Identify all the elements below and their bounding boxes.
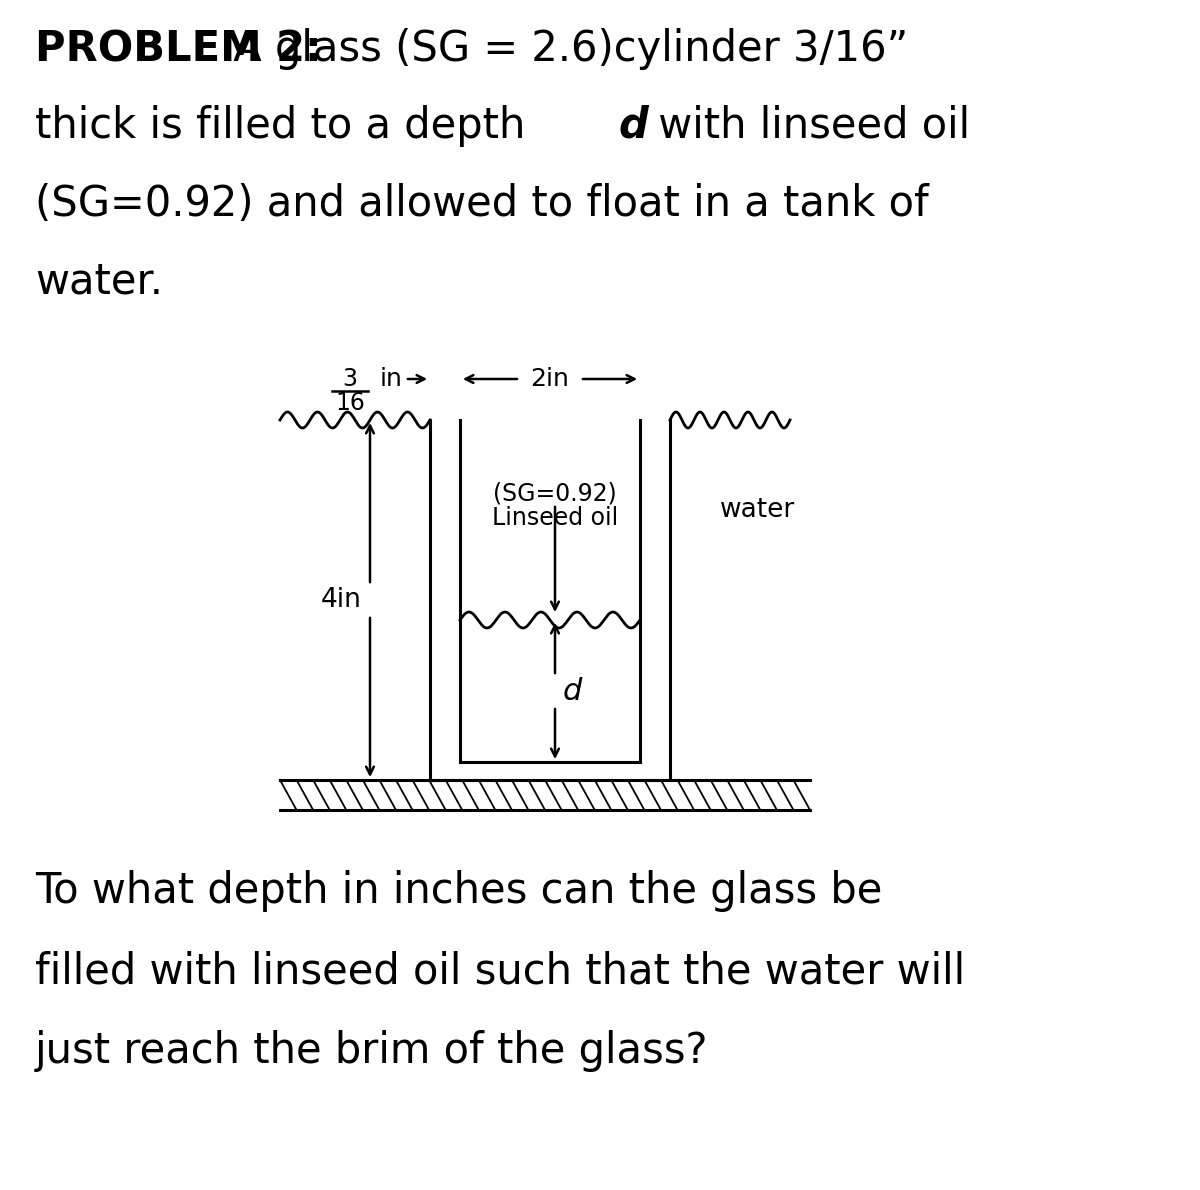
Text: A glass (SG = 2.6)cylinder 3/16”: A glass (SG = 2.6)cylinder 3/16” — [220, 29, 908, 70]
Text: thick is filled to a depth: thick is filled to a depth — [35, 105, 539, 148]
Text: d: d — [618, 105, 648, 148]
Text: water.: water. — [35, 261, 163, 303]
Text: (SG=0.92) and allowed to float in a tank of: (SG=0.92) and allowed to float in a tank… — [35, 183, 929, 225]
Text: in: in — [380, 367, 403, 392]
Text: 4in: 4in — [322, 587, 362, 613]
Text: (SG=0.92): (SG=0.92) — [493, 482, 617, 506]
Text: 3: 3 — [342, 367, 358, 392]
Text: PROBLEM 2:: PROBLEM 2: — [35, 29, 322, 70]
Text: with linseed oil: with linseed oil — [646, 105, 970, 148]
Text: just reach the brim of the glass?: just reach the brim of the glass? — [35, 1031, 708, 1072]
Text: filled with linseed oil such that the water will: filled with linseed oil such that the wa… — [35, 950, 965, 992]
Text: To what depth in inches can the glass be: To what depth in inches can the glass be — [35, 870, 882, 912]
Text: 16: 16 — [335, 392, 365, 415]
Text: 2in: 2in — [530, 367, 570, 392]
Text: d: d — [563, 676, 582, 706]
Text: Linseed oil: Linseed oil — [492, 506, 618, 530]
Text: water: water — [720, 497, 796, 522]
